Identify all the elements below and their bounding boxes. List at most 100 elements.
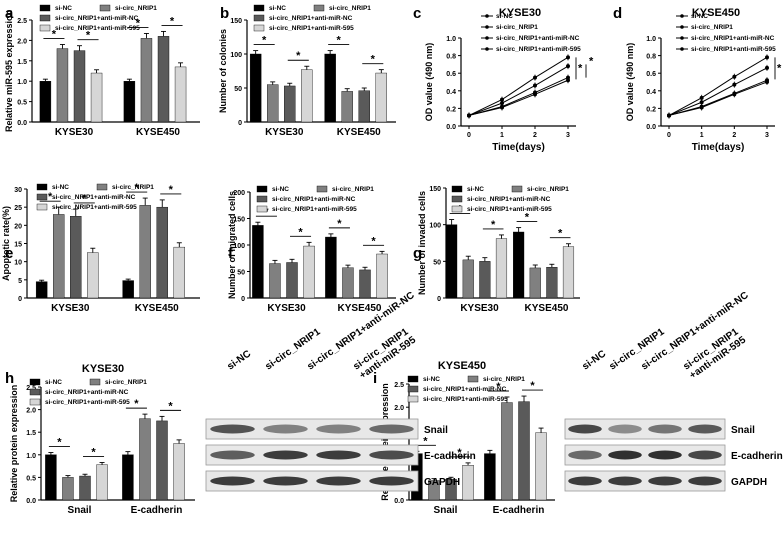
data-point-c (500, 105, 504, 110)
y-tick-label-e: 5 (18, 278, 22, 285)
legend-label-e: si-circ_NRIP1+anti-miR-NC (52, 194, 136, 201)
bar-h (173, 443, 185, 501)
bar-b (324, 53, 336, 123)
bar-b (341, 91, 353, 123)
y-tick-label-c: 0.4 (446, 89, 456, 96)
data-point-c (566, 64, 570, 69)
legend-label-i: si-NC (423, 376, 440, 383)
series-line-d (668, 67, 768, 116)
legend-swatch-b (253, 14, 265, 22)
category-label-h: E-cadherin (131, 505, 183, 516)
sig-star-i: * (423, 435, 428, 447)
bar-h (139, 418, 151, 501)
bar-h (62, 477, 74, 501)
sig-star-g: * (491, 219, 496, 231)
panel-label-e: e (5, 245, 13, 262)
panel-label-f: f (228, 245, 234, 262)
blot-band (263, 450, 308, 460)
blot-strip (205, 418, 419, 440)
sig-star-a: * (136, 17, 141, 29)
legend-label-d: si-circ_NRIP1 (691, 24, 733, 31)
legend-swatch-h (29, 398, 41, 406)
series-line-c (468, 65, 569, 116)
sig-star-g: * (525, 212, 530, 224)
bar-f (286, 262, 298, 299)
legend-label-f: si-circ_NRIP1 (332, 186, 374, 193)
category-label-g: KYSE30 (460, 303, 499, 314)
bar-h (96, 464, 108, 501)
blot-row-label: Snail (731, 425, 755, 436)
legend-label-c: si-circ_NRIP1+anti-miR-595 (496, 46, 581, 53)
bar-e (139, 205, 151, 299)
legend-swatch-b (253, 4, 265, 12)
bar-b (249, 53, 262, 123)
y-tick-label-f: 50 (237, 270, 245, 277)
legend-swatch-f (256, 195, 268, 203)
panel-label-d: d (613, 5, 622, 22)
legend-label-a: si-NC (55, 5, 72, 12)
sig-star-e: * (169, 184, 174, 196)
blot-band (608, 450, 642, 460)
data-point-d (765, 55, 769, 60)
y-tick-label-d: 0.6 (646, 71, 656, 78)
y-tick-label-e: 0 (18, 296, 22, 303)
data-point-c (500, 97, 504, 102)
legend-swatch-h (89, 378, 101, 386)
bar-i (518, 401, 530, 501)
data-point-c (500, 101, 504, 106)
legend-label-d: si-circ_NRIP1+anti-miR-NC (691, 35, 775, 42)
bar-h (122, 454, 134, 501)
data-point-d (732, 82, 737, 87)
series-line-d (668, 79, 768, 116)
data-point-c (566, 78, 570, 83)
legend-label-e: si-circ_NRIP1+anti-miR-595 (52, 204, 137, 211)
legend-swatch-e (36, 183, 48, 191)
data-point-d (732, 92, 737, 97)
data-point-d (699, 95, 704, 100)
blot-row-label: E-cadherin (424, 451, 476, 462)
legend-swatch-a (39, 24, 51, 32)
bar-i (501, 402, 513, 501)
bar-f (303, 245, 315, 299)
y-axis-label-e: Apoptotic rate(%) (1, 206, 11, 281)
legend-label-d: si-NC (691, 13, 708, 20)
blot-band (316, 476, 361, 486)
blot-band (210, 476, 255, 486)
legend-label-i: si-circ_NRIP1+anti-miR-595 (423, 396, 508, 403)
legend-label-c: si-circ_NRIP1 (496, 24, 538, 31)
legend-label-h: si-NC (45, 379, 62, 386)
series-line-c (468, 79, 569, 116)
sig-star-d: * (777, 62, 782, 74)
y-axis-label-a: Relative miR-595 expression (4, 10, 14, 132)
bar-h (79, 475, 91, 501)
blot-band (316, 450, 361, 460)
blot-band (688, 424, 722, 434)
legend-marker-c (485, 36, 489, 40)
y-tick-label-e: 30 (14, 187, 22, 194)
y-tick-label-d: 0.4 (646, 89, 656, 96)
blot-lane-label: si-NC (225, 348, 253, 372)
y-tick-label-h: 1.0 (26, 453, 36, 460)
x-tick-label-d: 2 (732, 132, 736, 139)
category-label-i: E-cadherin (493, 505, 545, 516)
legend-marker-c (485, 14, 489, 18)
y-tick-label-c: 0.2 (446, 106, 456, 113)
sig-star-b: * (371, 54, 376, 66)
blot-lane-label: si-NC (580, 348, 608, 372)
y-tick-label-b: 150 (230, 18, 242, 25)
data-point-d (765, 65, 769, 70)
bar-i (462, 465, 474, 501)
blot-band (568, 476, 602, 486)
blot-band (369, 424, 414, 434)
legend-swatch-g (511, 185, 523, 193)
legend-label-i: si-circ_NRIP1 (483, 376, 525, 383)
y-tick-label-a: 0.5 (17, 100, 27, 107)
blot-row-label: GAPDH (731, 477, 767, 488)
legend-label-a: si-circ_NRIP1+anti-miR-NC (55, 15, 139, 22)
legend-swatch-f (316, 185, 328, 193)
sig-star-f: * (264, 206, 269, 218)
blot-strip (205, 444, 419, 466)
panel-d: d KYSE450 0.0 0.2 0.4 0.6 0.8 1.0 OD value (490 … (613, 5, 782, 153)
legend-label-b: si-circ_NRIP1 (329, 5, 371, 12)
y-tick-label-d: 0.2 (646, 106, 656, 113)
